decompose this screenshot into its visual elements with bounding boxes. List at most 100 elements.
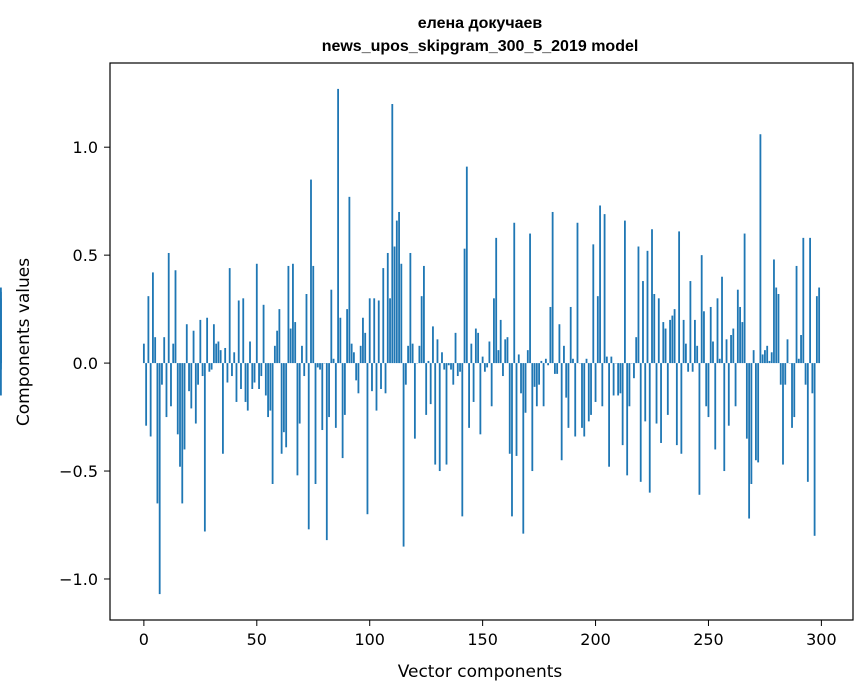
bar	[791, 363, 793, 428]
bar	[727, 363, 730, 426]
bar	[628, 363, 631, 407]
bar	[511, 363, 513, 517]
bar	[687, 363, 690, 372]
bar	[535, 363, 538, 407]
bar	[366, 363, 369, 515]
bar	[172, 343, 175, 364]
bar	[260, 363, 263, 377]
bar	[818, 287, 821, 364]
bar	[296, 363, 299, 476]
bar	[712, 341, 714, 364]
bar	[698, 363, 701, 495]
bar	[456, 363, 459, 377]
y-tick-label: 0.0	[73, 354, 98, 373]
bar	[269, 363, 272, 411]
bar	[402, 363, 405, 547]
bar	[282, 363, 285, 433]
chart-title: елена докучаев	[418, 15, 543, 32]
bar	[813, 363, 816, 536]
bar	[714, 363, 717, 450]
bar	[242, 298, 245, 364]
bar	[560, 363, 563, 461]
bar	[237, 300, 240, 364]
bar	[441, 352, 443, 364]
bar	[531, 363, 534, 472]
bar	[520, 363, 522, 394]
bar	[334, 363, 337, 428]
bar	[766, 345, 769, 364]
bar	[418, 345, 421, 364]
bar	[567, 363, 570, 428]
bar	[678, 231, 681, 364]
x-tick-label: 250	[693, 630, 724, 649]
bar	[353, 352, 355, 364]
bar	[596, 296, 599, 364]
bar	[558, 324, 561, 364]
bar	[804, 363, 807, 385]
bar	[754, 363, 757, 461]
bar	[716, 298, 719, 364]
bar	[694, 319, 696, 364]
bar	[626, 363, 629, 476]
bar	[764, 350, 766, 364]
bar	[502, 363, 504, 377]
bar	[194, 363, 197, 424]
bar	[231, 363, 233, 377]
bar	[653, 294, 656, 364]
bar	[581, 363, 583, 428]
bar	[210, 363, 213, 370]
bar	[287, 265, 290, 364]
bar	[303, 363, 306, 377]
x-tick-label: 150	[467, 630, 498, 649]
bar	[461, 363, 464, 517]
bar	[590, 363, 592, 415]
bar	[142, 343, 145, 364]
bar	[495, 237, 498, 364]
bar	[601, 363, 604, 407]
bar	[404, 363, 407, 385]
bar	[174, 270, 177, 364]
bar	[165, 363, 168, 418]
bar	[436, 339, 439, 364]
bar	[465, 166, 468, 364]
bar	[343, 363, 346, 415]
bar	[348, 196, 351, 364]
x-tick-label: 50	[247, 630, 267, 649]
bar	[386, 252, 389, 364]
bar	[775, 287, 778, 364]
bar	[163, 337, 166, 364]
bar	[470, 343, 473, 364]
bar	[244, 363, 247, 402]
bar	[271, 363, 274, 484]
bar	[350, 343, 353, 364]
bar	[802, 237, 805, 364]
bar	[226, 363, 229, 383]
bar	[741, 322, 744, 364]
bar	[472, 363, 475, 402]
bar	[217, 341, 220, 364]
y-axis-label: Components values	[14, 258, 34, 426]
bar	[192, 330, 195, 364]
bar	[479, 363, 482, 435]
bar	[149, 363, 152, 437]
bar	[147, 296, 150, 364]
bar	[619, 363, 622, 394]
bar	[251, 363, 254, 389]
bar	[682, 319, 685, 364]
y-tick-label: 0.5	[73, 246, 98, 265]
bar	[576, 222, 579, 364]
bar	[409, 252, 412, 364]
bar	[459, 363, 461, 372]
bar	[179, 363, 181, 467]
bar	[526, 350, 529, 364]
bar	[420, 296, 423, 364]
bar	[635, 337, 638, 364]
bar	[671, 315, 674, 364]
bar	[158, 363, 161, 595]
bar	[513, 222, 516, 364]
bar	[806, 363, 809, 482]
bar	[637, 246, 640, 364]
bar	[657, 298, 660, 364]
bar	[429, 363, 432, 405]
